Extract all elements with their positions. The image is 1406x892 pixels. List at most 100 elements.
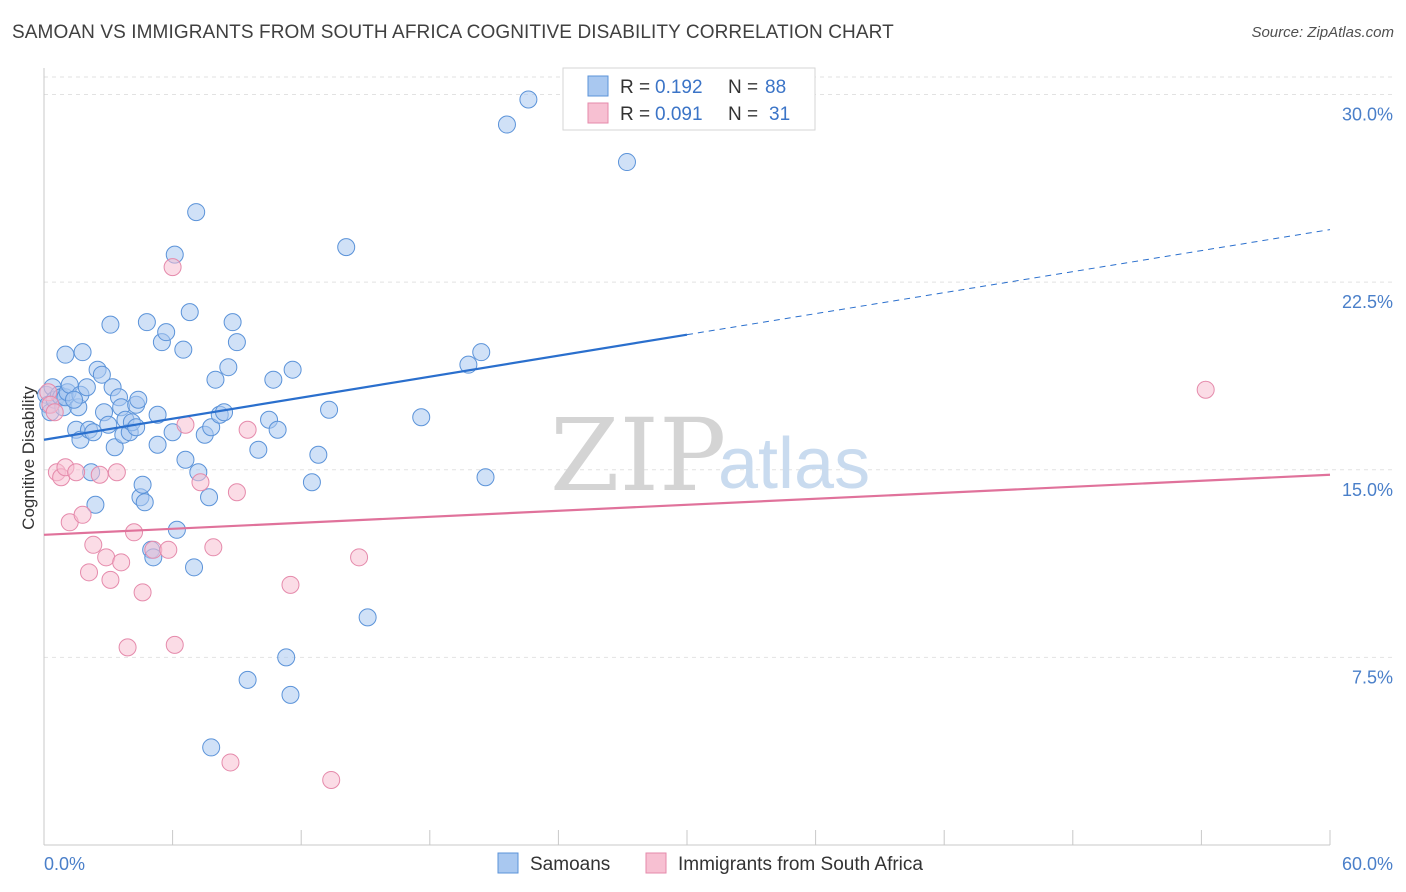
- samoans-point: [268, 420, 287, 439]
- y-tick-label: 7.5%: [1352, 667, 1393, 687]
- samoans-point: [135, 493, 154, 512]
- samoans-point: [227, 333, 246, 352]
- y-tick-labels: 7.5% 15.0% 22.5% 30.0%: [1342, 105, 1393, 688]
- samoans-point: [309, 445, 328, 464]
- samoans-point: [497, 115, 516, 134]
- immigrants-point: [101, 570, 120, 589]
- immigrants-point: [118, 638, 137, 657]
- watermark: ZIP atlas: [550, 397, 870, 514]
- samoans-point: [174, 340, 193, 359]
- watermark-zip: ZIP: [550, 397, 726, 514]
- samoans-point: [56, 345, 75, 364]
- samoans-point: [129, 390, 148, 409]
- samoans-point: [148, 435, 167, 454]
- samoans-point: [148, 405, 167, 424]
- samoans-point: [476, 468, 495, 487]
- immigrants-point: [191, 473, 210, 492]
- samoans-point: [358, 608, 377, 627]
- immigrants-point: [322, 770, 341, 789]
- immigrants-point: [281, 575, 300, 594]
- samoans-point: [283, 360, 302, 379]
- immigrants-point: [107, 463, 126, 482]
- immigrants-point: [159, 540, 178, 559]
- samoans-point: [519, 90, 538, 109]
- samoans-trend-extension: [686, 229, 1331, 336]
- samoans-point: [157, 323, 176, 342]
- samoans-point: [617, 153, 636, 172]
- immigrants-point: [176, 415, 195, 434]
- legend-swatch-samoans: [587, 75, 609, 97]
- samoans-point: [206, 370, 225, 389]
- samoans-point: [185, 558, 204, 577]
- chart-title: SAMOAN VS IMMIGRANTS FROM SOUTH AFRICA C…: [12, 22, 894, 43]
- legend-r-value-2: 0.091: [655, 104, 703, 125]
- bottom-legend-label-immigrants: Immigrants from South Africa: [678, 854, 923, 875]
- x-tick-label-min: 0.0%: [44, 854, 85, 874]
- watermark-atlas: atlas: [718, 424, 870, 504]
- immigrants-point: [204, 538, 223, 557]
- immigrants-point: [227, 483, 246, 502]
- samoans-point: [202, 738, 221, 757]
- samoans-point: [320, 400, 339, 419]
- samoans-point: [472, 343, 491, 362]
- y-tick-label: 22.5%: [1342, 292, 1393, 312]
- legend-r-label-2: R =: [620, 104, 650, 125]
- bottom-legend-swatch-immigrants: [645, 852, 667, 874]
- immigrants-point: [90, 465, 109, 484]
- immigrants-point: [125, 523, 144, 542]
- samoans-point: [412, 408, 431, 427]
- grid-lines: [44, 76, 1393, 658]
- samoans-point: [202, 418, 221, 437]
- immigrants-point: [165, 635, 184, 654]
- immigrants-point: [84, 535, 103, 554]
- legend-swatch-immigrants: [587, 102, 609, 124]
- samoans-point: [337, 238, 356, 257]
- samoans-point: [223, 313, 242, 332]
- y-tick-label: 15.0%: [1342, 480, 1393, 500]
- samoans-point: [127, 418, 146, 437]
- samoans-point: [105, 438, 124, 457]
- immigrants-point: [97, 548, 116, 567]
- samoans-point: [176, 450, 195, 469]
- bottom-legend-label-samoans: Samoans: [530, 854, 610, 875]
- samoans-point: [277, 648, 296, 667]
- samoans-point: [187, 203, 206, 222]
- immigrants-point: [73, 505, 92, 524]
- trend-lines: [43, 229, 1331, 536]
- immigrants-point: [144, 540, 163, 559]
- samoans-point: [86, 495, 105, 514]
- samoans-point: [200, 488, 219, 507]
- y-tick-label: 30.0%: [1342, 105, 1393, 125]
- immigrants-point: [45, 403, 64, 422]
- samoans-point: [302, 473, 321, 492]
- legend-r-value-1: 0.192: [655, 77, 703, 98]
- samoans-point: [238, 670, 257, 689]
- immigrants-point: [238, 420, 257, 439]
- samoans-point: [73, 343, 92, 362]
- x-tick-marks: [43, 830, 1331, 845]
- samoans-point: [77, 378, 96, 397]
- immigrants-point: [112, 553, 131, 572]
- bottom-legend: Samoans Immigrants from South Africa: [497, 852, 923, 875]
- immigrants-point: [350, 548, 369, 567]
- samoans-point: [249, 440, 268, 459]
- x-tick-label-max: 60.0%: [1342, 854, 1393, 874]
- legend: R = 0.192 N = 88 R = 0.091 N = 31: [562, 67, 816, 131]
- samoans-point: [219, 358, 238, 377]
- immigrants-point: [163, 258, 182, 277]
- immigrants-point: [221, 753, 240, 772]
- samoans-point: [65, 390, 84, 409]
- legend-n-value-1: 88: [765, 77, 786, 98]
- samoans-point: [264, 370, 283, 389]
- samoans-trend-line: [43, 333, 688, 441]
- samoans-point: [281, 685, 300, 704]
- immigrants-points: [39, 258, 1215, 789]
- bottom-legend-swatch-samoans: [497, 852, 519, 874]
- y-axis-label: Cognitive Disability: [19, 386, 38, 530]
- legend-r-label-1: R =: [620, 77, 650, 98]
- immigrants-point: [1196, 380, 1215, 399]
- legend-n-label-2: N =: [728, 104, 758, 125]
- samoans-point: [133, 475, 152, 494]
- legend-n-label-1: N =: [728, 77, 758, 98]
